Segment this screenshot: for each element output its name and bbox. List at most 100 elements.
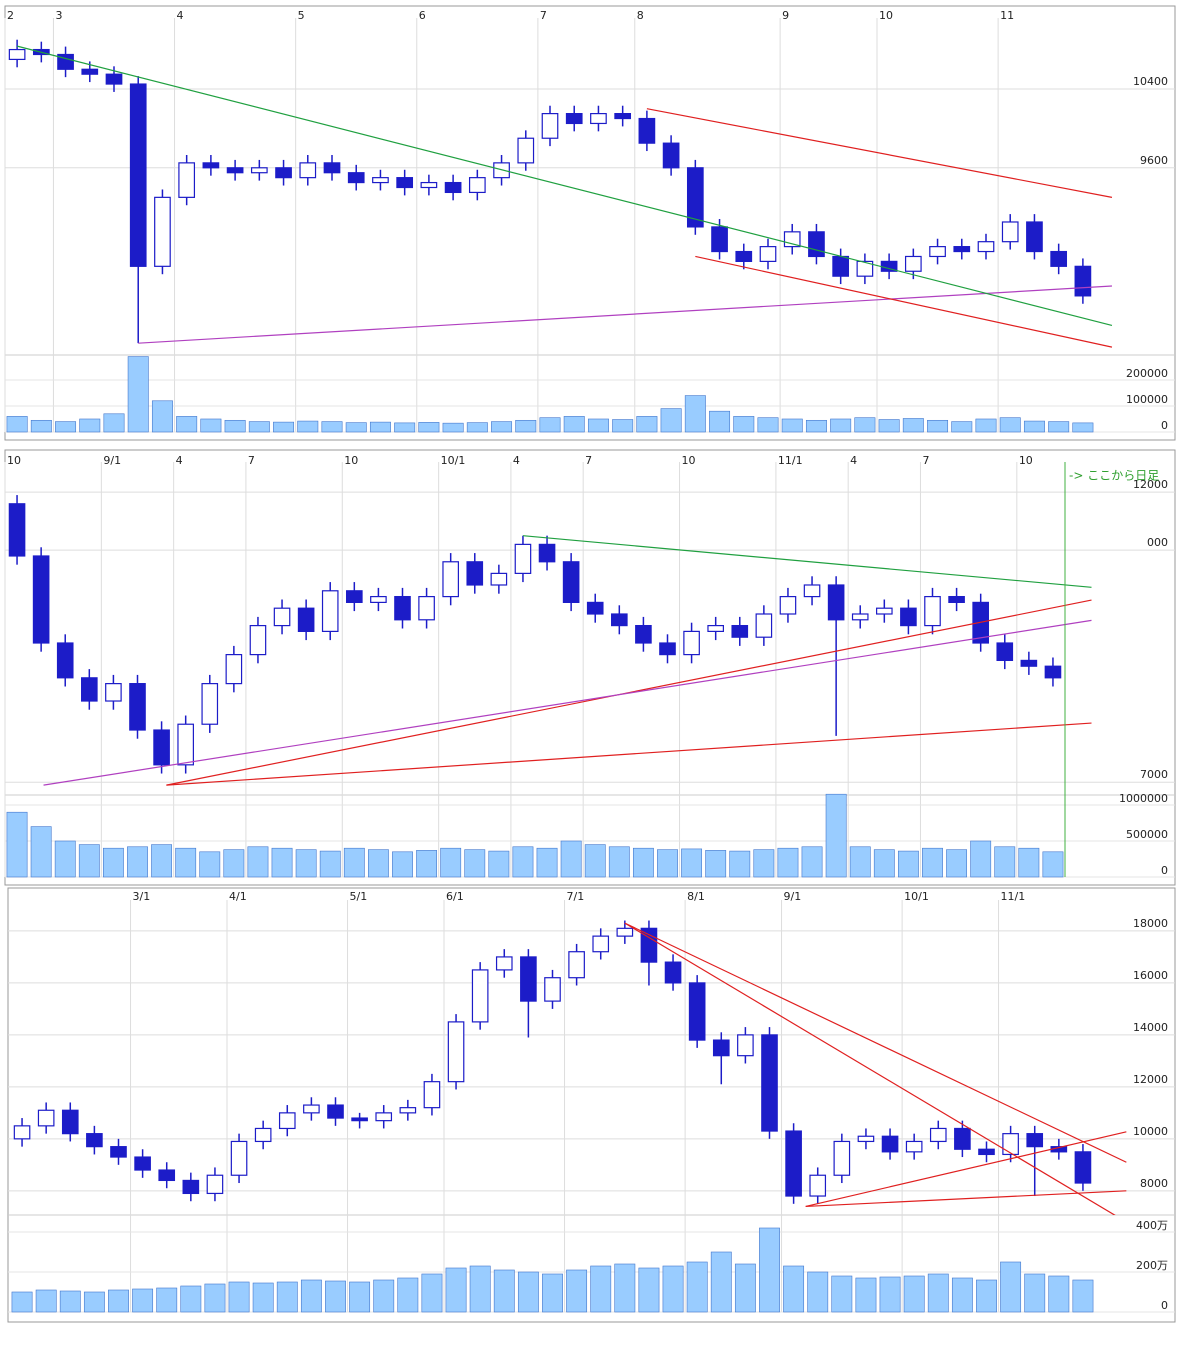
candle-body bbox=[954, 1127, 971, 1150]
volume-bar bbox=[445, 1267, 467, 1313]
volume-bar bbox=[608, 846, 630, 878]
trend-line bbox=[138, 285, 1112, 344]
x-tick-label: 5/1 bbox=[350, 890, 368, 903]
candle-body bbox=[996, 642, 1014, 662]
volume-bar bbox=[466, 422, 488, 433]
x-tick-label: 3/1 bbox=[133, 890, 151, 903]
volume-bar bbox=[753, 849, 775, 878]
volume-bar bbox=[539, 417, 561, 433]
candle-body bbox=[8, 48, 26, 61]
volume-bar bbox=[349, 1281, 371, 1313]
candle-body bbox=[226, 167, 244, 174]
candle-body bbox=[178, 162, 196, 198]
candle-body bbox=[8, 503, 26, 557]
candle-body bbox=[370, 595, 387, 603]
trend-line bbox=[522, 535, 1092, 588]
candle-body bbox=[592, 935, 610, 953]
volume-bar bbox=[662, 1265, 684, 1313]
candle-body bbox=[394, 595, 411, 621]
candle-body bbox=[134, 1156, 151, 1171]
volume-bar bbox=[854, 417, 876, 433]
volume-bar bbox=[681, 848, 703, 878]
volume-tick-label: 1000000 bbox=[1119, 792, 1168, 805]
candle-body bbox=[544, 977, 561, 1002]
volume-bar bbox=[54, 840, 76, 878]
candle-body bbox=[399, 1107, 417, 1114]
x-tick-label: 4 bbox=[177, 9, 184, 22]
candle-body bbox=[977, 241, 995, 253]
candle-body bbox=[565, 113, 583, 125]
candle-body bbox=[851, 613, 869, 621]
volume-bar bbox=[416, 850, 438, 878]
volume-bar bbox=[709, 410, 731, 433]
volume-bar bbox=[830, 418, 852, 433]
volume-bar bbox=[440, 847, 462, 878]
volume-bar bbox=[563, 416, 585, 433]
candle-body bbox=[1074, 265, 1092, 297]
candle-body bbox=[707, 624, 724, 633]
x-tick-label: 7 bbox=[585, 454, 592, 467]
price-area bbox=[8, 39, 1113, 348]
candle-body bbox=[683, 630, 700, 656]
volume-bar bbox=[79, 418, 101, 433]
candle-body bbox=[81, 677, 98, 702]
x-tick-label: 9 bbox=[782, 9, 789, 22]
candle-body bbox=[953, 246, 971, 253]
candle-body bbox=[635, 624, 652, 644]
volume-bar bbox=[729, 850, 751, 878]
x-tick-label: 10 bbox=[1019, 454, 1033, 467]
volume-bar bbox=[873, 849, 895, 878]
candle-body bbox=[664, 961, 682, 984]
volume-bar bbox=[807, 1271, 829, 1313]
candle-body bbox=[779, 595, 797, 615]
volume-bar bbox=[156, 1287, 178, 1313]
volume-bar bbox=[228, 1281, 250, 1313]
candle-body bbox=[32, 555, 50, 644]
volume-bar bbox=[295, 849, 317, 878]
candle-body bbox=[1026, 221, 1043, 253]
volume-bar bbox=[6, 416, 28, 433]
x-tick-label: 3 bbox=[55, 9, 62, 22]
volume-bar bbox=[223, 849, 245, 878]
volume-bar bbox=[78, 844, 100, 878]
candle-body bbox=[323, 162, 341, 174]
volume-bar bbox=[321, 421, 343, 433]
x-tick-label: 6/1 bbox=[446, 890, 464, 903]
price-area bbox=[13, 920, 1127, 1215]
volume-bar bbox=[757, 417, 779, 433]
volume-bar bbox=[345, 422, 367, 433]
volume-bar bbox=[199, 851, 221, 878]
volume-bar bbox=[734, 1263, 756, 1313]
candle-body bbox=[206, 1174, 224, 1195]
candle-body bbox=[881, 1135, 899, 1153]
volume-bar bbox=[831, 1275, 853, 1313]
candle-body bbox=[568, 951, 585, 979]
volume-bar bbox=[517, 1271, 539, 1313]
volume-bar bbox=[102, 847, 124, 878]
volume-bar bbox=[369, 421, 391, 433]
volume-bar bbox=[590, 1265, 612, 1313]
x-tick-label: 9/1 bbox=[103, 454, 121, 467]
candle-body bbox=[590, 113, 607, 125]
volume-bar bbox=[825, 793, 847, 878]
x-tick-label: 2 bbox=[7, 9, 14, 22]
candle-body bbox=[275, 167, 292, 179]
volume-bar bbox=[584, 844, 606, 878]
candle-body bbox=[616, 927, 634, 937]
trend-line bbox=[646, 108, 1113, 198]
volume-bar bbox=[200, 418, 222, 433]
volume-tick-label: 0 bbox=[1161, 864, 1168, 877]
volume-bar bbox=[705, 850, 727, 878]
volume-bar bbox=[976, 1279, 997, 1313]
volume-bar bbox=[392, 851, 413, 878]
x-tick-label: 10/1 bbox=[904, 890, 929, 903]
candle-body bbox=[1002, 1133, 1019, 1156]
volume-bar bbox=[319, 850, 341, 878]
volume-bar bbox=[994, 846, 1016, 878]
candle-body bbox=[611, 613, 628, 627]
candle-body bbox=[827, 584, 845, 621]
candle-body bbox=[56, 642, 74, 679]
volume-bar bbox=[566, 1269, 588, 1313]
candle-body bbox=[57, 53, 74, 70]
candle-body bbox=[1020, 659, 1038, 667]
